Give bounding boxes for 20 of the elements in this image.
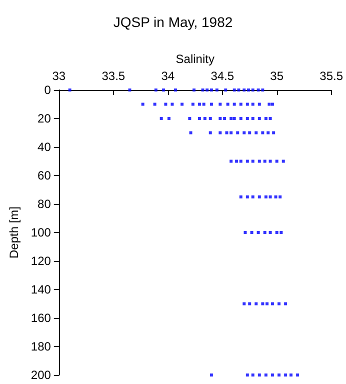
x-tick-label: 35.5	[320, 69, 344, 83]
y-tick-label: 80	[38, 197, 52, 211]
y-tick-label: 20	[38, 112, 52, 126]
x-tick-label: 34	[161, 69, 175, 83]
y-tick-label: 60	[38, 168, 52, 182]
x-tick-label: 33.5	[102, 69, 126, 83]
y-tick-label: 160	[30, 311, 52, 325]
x-tick-label: 33	[52, 69, 66, 83]
y-tick-label: 40	[38, 140, 52, 154]
chart-title: JQSP in May, 1982	[113, 14, 233, 30]
y-tick-label: 120	[30, 254, 52, 268]
y-tick-label: 180	[30, 340, 52, 354]
x-tick-label: 35	[270, 69, 284, 83]
y-tick-label: 140	[30, 282, 52, 296]
y-axis-title: Depth [m]	[7, 206, 21, 259]
x-axis-title: Salinity	[176, 52, 214, 66]
y-tick-label: 0	[44, 83, 52, 97]
y-tick-label: 100	[30, 226, 52, 240]
x-tick-label: 34.5	[210, 69, 234, 83]
y-tick-label: 200	[30, 368, 52, 382]
